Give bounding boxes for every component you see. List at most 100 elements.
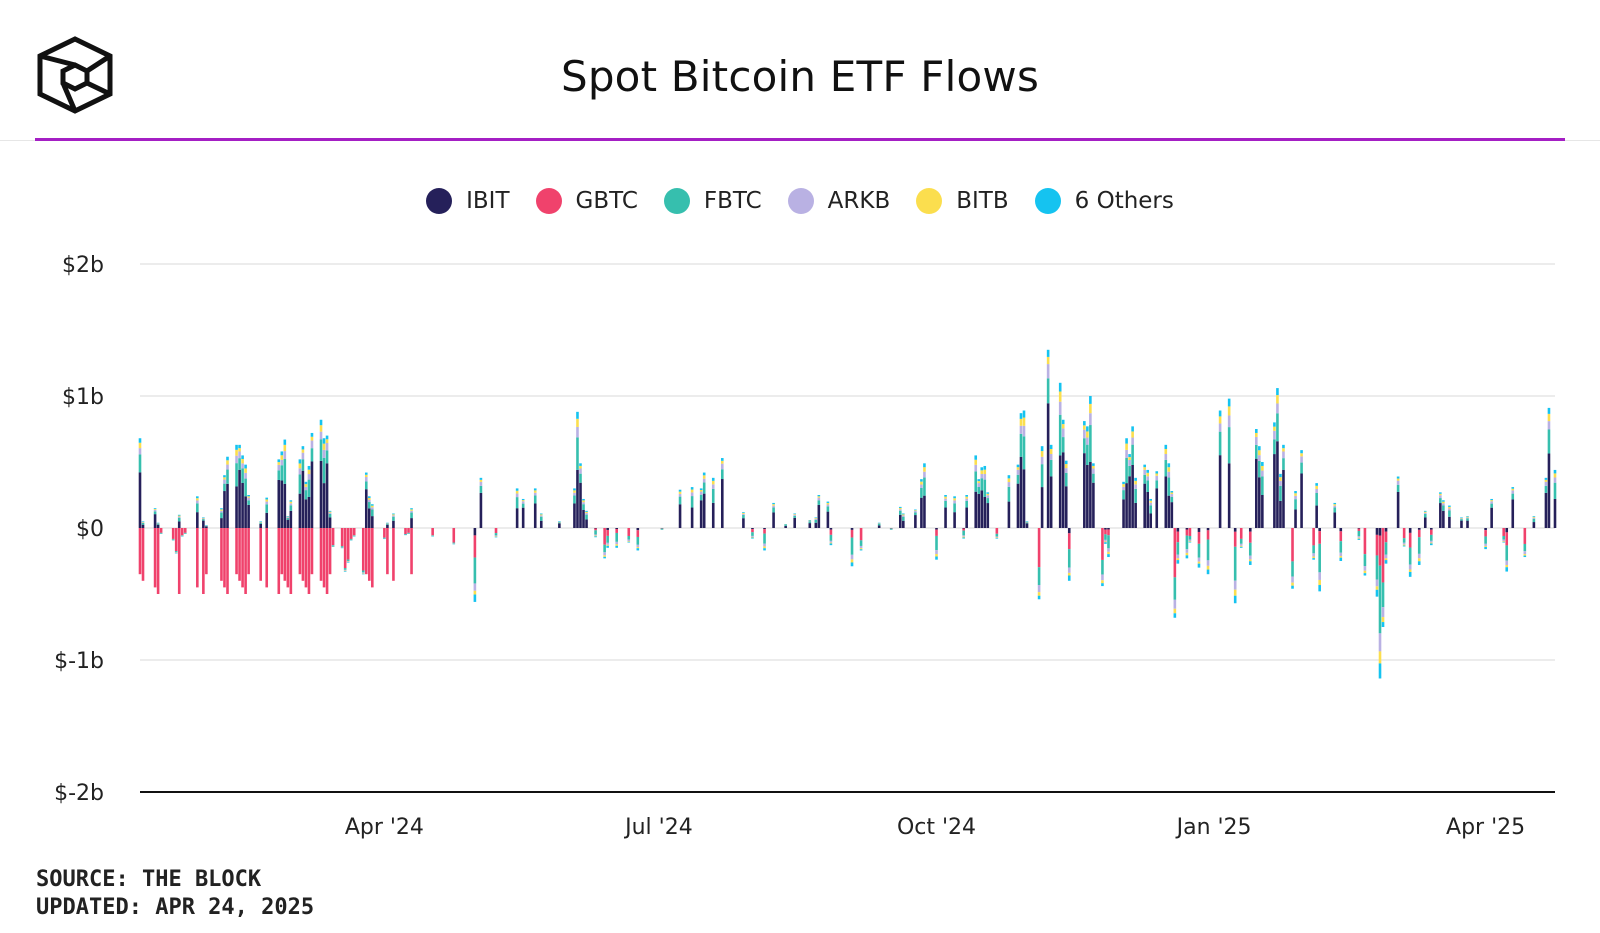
- bar-segment: [352, 535, 356, 536]
- bar-segment: [980, 473, 984, 479]
- bar-segment: [1086, 464, 1089, 528]
- bar-segment: [1040, 464, 1044, 488]
- bar-segment: [1430, 528, 1433, 530]
- bar-segment: [171, 528, 175, 539]
- bar-segment: [702, 478, 706, 483]
- bar-segment: [1339, 528, 1343, 532]
- bar-segment: [328, 513, 332, 518]
- bar-segment: [808, 520, 812, 522]
- bar-segment: [328, 511, 332, 513]
- bar-segment: [521, 500, 525, 502]
- bar-segment: [576, 426, 579, 438]
- bar-segment: [1185, 549, 1189, 553]
- bar-segment: [280, 451, 284, 456]
- bar-segment: [1134, 477, 1137, 481]
- bar-segment: [361, 573, 365, 575]
- bar-segment: [935, 529, 938, 536]
- bar-segment: [328, 510, 332, 512]
- bar-segment: [1046, 349, 1050, 357]
- bar-segment: [877, 525, 881, 528]
- bar-segment: [277, 479, 281, 528]
- bar-segment: [935, 528, 938, 530]
- legend-item-ibit[interactable]: IBIT: [426, 188, 510, 214]
- bar-segment: [636, 547, 640, 549]
- bar-segment: [962, 528, 965, 531]
- bar-segment: [923, 463, 926, 468]
- bar-segment: [1170, 491, 1174, 493]
- bar-segment: [1439, 493, 1442, 496]
- legend-item-gbtc[interactable]: GBTC: [535, 188, 638, 214]
- bar-segment: [763, 533, 766, 544]
- bar-segment: [1040, 487, 1044, 528]
- bar-segment: [1089, 403, 1092, 414]
- bar-segment: [1339, 556, 1343, 558]
- bar-segment: [579, 473, 582, 483]
- bar-segment: [1227, 463, 1231, 528]
- bar-segment: [1300, 473, 1303, 528]
- bar-segment: [615, 528, 618, 533]
- bar-segment: [962, 530, 965, 536]
- bar-segment: [1375, 528, 1379, 535]
- bar-segment: [1279, 473, 1282, 478]
- legend-item-bitb[interactable]: BITB: [916, 188, 1009, 214]
- bar-segment: [479, 492, 483, 528]
- bar-segment-gbtc: [319, 528, 323, 581]
- y-tick-label: $1b: [62, 385, 104, 410]
- bar-segment: [1083, 421, 1086, 426]
- bar-segment: [1037, 592, 1041, 596]
- bar-segment: [1061, 437, 1065, 453]
- bar-segment: [479, 479, 483, 482]
- bar-segment: [920, 484, 923, 488]
- bar-segment: [1363, 573, 1367, 576]
- bar-segment: [826, 506, 830, 512]
- bar-segment: [364, 476, 368, 482]
- legend-item-fbtc[interactable]: FBTC: [663, 188, 762, 214]
- bar-segment-gbtc: [386, 528, 389, 575]
- bar-segment: [1125, 449, 1128, 458]
- bar-segment: [1276, 441, 1279, 528]
- bar-segment: [352, 535, 356, 537]
- bar-segment: [1439, 495, 1442, 499]
- bar-segment: [784, 526, 787, 528]
- bar-segment-gbtc: [220, 528, 223, 581]
- bar-segment: [1381, 617, 1385, 623]
- bar-segment: [1086, 426, 1089, 432]
- bar-segment: [346, 561, 350, 563]
- bar-segment: [1155, 488, 1159, 528]
- bar-segment: [247, 496, 250, 498]
- bar-segment: [371, 504, 374, 506]
- bar-segment: [1294, 493, 1297, 496]
- bar-segment: [983, 474, 987, 480]
- legend-swatch-others: [1034, 188, 1061, 214]
- bar-segment: [720, 469, 724, 480]
- bar-segment: [1276, 403, 1279, 414]
- bar-segment: [1089, 413, 1092, 426]
- bar-segment: [521, 501, 525, 504]
- bar-segment: [196, 498, 199, 501]
- bar-segment: [935, 553, 938, 557]
- bar-segment: [558, 523, 561, 528]
- legend-item-arkb[interactable]: ARKB: [787, 188, 890, 214]
- bar-segment: [1107, 554, 1110, 558]
- bar-segment: [1300, 450, 1303, 454]
- bar-segment: [494, 536, 498, 537]
- bar-segment: [202, 519, 205, 521]
- bar-segment: [974, 491, 978, 528]
- bar-segment: [953, 500, 956, 504]
- bar-segment: [515, 508, 519, 528]
- bar-segment: [1197, 563, 1201, 568]
- bar-segment: [265, 501, 269, 505]
- bar-segment: [636, 536, 640, 545]
- bar-segment: [1227, 398, 1231, 407]
- bar-segment: [392, 513, 395, 515]
- bar-segment: [1502, 539, 1506, 542]
- bar-segment: [1155, 475, 1159, 481]
- legend-item-others[interactable]: 6 Others: [1034, 188, 1174, 214]
- bar-segment: [241, 468, 244, 483]
- bar-segment: [286, 516, 290, 518]
- bar-segment: [965, 495, 968, 497]
- bar-segment: [349, 538, 353, 540]
- bar-segment: [1122, 490, 1125, 500]
- bar-segment: [533, 492, 537, 496]
- bar-segment: [156, 524, 160, 528]
